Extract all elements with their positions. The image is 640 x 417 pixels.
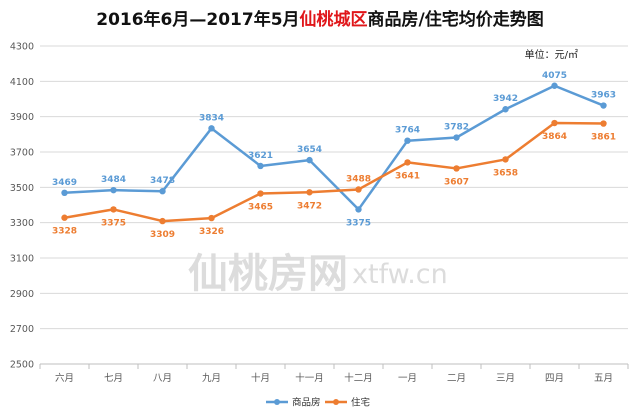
- chart-title-suffix: 商品房/住宅均价走势图: [368, 9, 544, 30]
- legend: 商品房 住宅: [266, 397, 370, 409]
- data-label: 3309: [150, 230, 175, 240]
- series-line-1: [64, 84, 604, 211]
- y-tick-label: 3300: [10, 218, 34, 229]
- axes: 2500 2700 2900 3100 3300 3500 3700 3900 4100 4300…: [10, 42, 629, 384]
- data-point: [61, 189, 68, 197]
- x-tick-label: 十一月: [295, 372, 324, 384]
- y-tick-label: 3900: [10, 112, 34, 123]
- grid-lines: [40, 45, 628, 365]
- y-tick-label: 2900: [10, 289, 34, 300]
- data-label: 3864: [542, 132, 567, 142]
- chart-title: 2016年6月—2017年5月仙桃城区商品房/住宅均价走势图: [96, 9, 544, 30]
- legend-label: 商品房: [292, 397, 321, 409]
- data-label: 3963: [591, 91, 616, 101]
- data-point: [453, 165, 460, 172]
- data-point: [208, 214, 215, 222]
- x-tick-label: 十二月: [344, 372, 373, 384]
- watermark-en: xtfw.cn: [352, 259, 448, 290]
- data-label: 3478: [150, 176, 175, 186]
- x-tick-label: 五月: [594, 373, 613, 384]
- data-label: 3472: [297, 201, 322, 211]
- data-label: 3469: [52, 178, 77, 188]
- data-label: 4075: [542, 71, 567, 81]
- data-label: 3641: [395, 171, 420, 181]
- x-tick-label: 七月: [104, 373, 123, 384]
- chart-title-prefix: 2016年6月—2017年5月: [96, 9, 299, 30]
- data-point: [551, 82, 558, 89]
- data-label: 3658: [493, 168, 518, 178]
- data-label: 3326: [199, 227, 224, 237]
- data-point: [404, 159, 411, 166]
- data-labels: 3469 3328 3484 3375 3478 3309 3834 3326 3621 3465…: [52, 71, 616, 240]
- data-point: [208, 125, 215, 132]
- data-label: 3484: [101, 175, 126, 185]
- x-tick-label: 四月: [545, 373, 564, 384]
- y-tick-label: 4300: [10, 42, 34, 53]
- data-point: [600, 102, 607, 109]
- x-tick-label: 九月: [202, 372, 221, 384]
- data-label: 3607: [444, 177, 469, 187]
- unit-label: 单位：元/㎡: [525, 48, 578, 61]
- legend-marker: [274, 399, 280, 405]
- data-label: 3621: [248, 151, 273, 161]
- data-point: [257, 162, 264, 170]
- y-tick-label: 2500: [10, 360, 34, 371]
- chart-title-highlight: 仙桃城区: [300, 9, 368, 30]
- data-point: [453, 134, 460, 141]
- watermark: 仙桃房网 xtfw.cn: [188, 251, 448, 297]
- data-point: [355, 186, 362, 193]
- y-tick-label: 2700: [10, 324, 34, 335]
- x-tick-label: 八月: [153, 373, 172, 384]
- data-label: 3375: [101, 218, 126, 228]
- data-point: [355, 206, 362, 213]
- y-tick-label: 3500: [10, 183, 34, 194]
- data-label: 3861: [591, 133, 616, 143]
- data-label: 3375: [346, 218, 371, 228]
- legend-label: 住宅: [351, 397, 370, 409]
- data-label: 3654: [297, 145, 322, 155]
- data-point: [306, 156, 313, 164]
- series-line-2: [64, 121, 604, 223]
- data-point: [110, 206, 117, 213]
- data-label: 3328: [52, 227, 77, 237]
- data-point: [61, 214, 68, 221]
- data-point: [502, 156, 509, 163]
- legend-marker: [333, 399, 339, 405]
- data-point: [600, 120, 607, 127]
- x-tick-label: 三月: [496, 373, 515, 384]
- data-point: [159, 217, 166, 225]
- data-point: [404, 137, 411, 144]
- x-tick-label: 十月: [251, 372, 270, 384]
- data-point: [502, 106, 509, 113]
- x-tick-label: 六月: [55, 372, 74, 384]
- watermark-cn: 仙桃房网: [188, 251, 348, 297]
- data-point: [306, 189, 313, 196]
- data-label: 3834: [199, 113, 224, 123]
- y-tick-label: 3100: [10, 254, 34, 265]
- data-point: [551, 119, 558, 127]
- data-label: 3488: [346, 174, 371, 184]
- y-tick-label: 4100: [10, 77, 34, 88]
- x-tick-label: 二月: [447, 373, 466, 384]
- series: [61, 82, 607, 225]
- x-tick-label: 一月: [398, 373, 417, 384]
- y-tick-label: 3700: [10, 148, 34, 159]
- data-point: [110, 186, 117, 194]
- data-point: [257, 190, 264, 197]
- data-label: 3764: [395, 126, 420, 136]
- data-label: 3942: [493, 94, 518, 104]
- data-label: 3782: [444, 123, 469, 133]
- data-label: 3465: [248, 203, 273, 213]
- data-point: [159, 188, 166, 195]
